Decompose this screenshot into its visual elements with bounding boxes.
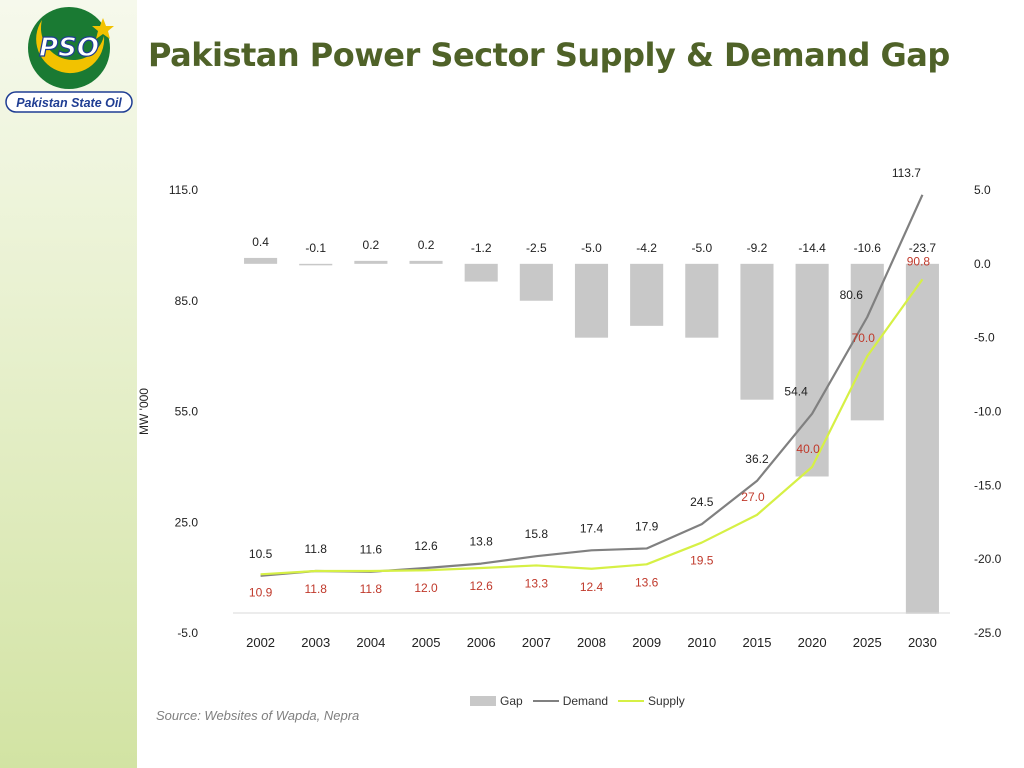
gap-bar-2030 — [905, 263, 939, 614]
supply-label-2004: 11.8 — [360, 582, 383, 596]
legend-swatch-supply — [618, 700, 645, 702]
gap-bars — [244, 257, 939, 614]
x-tick-2007: 2007 — [522, 635, 551, 650]
supply-demand-chart: 0.4 -0.1 0.2 0.2 -1.2 -2.5 -5.0 -4.2 -5.0 -9.2 -14… — [138, 168, 1002, 650]
supply-label-2030: 90.8 — [907, 254, 931, 268]
x-tick-2030: 2030 — [908, 635, 937, 650]
demand-label-2003: 11.8 — [304, 542, 327, 556]
x-tick-2025: 2025 — [853, 635, 882, 650]
x-tick-2004: 2004 — [356, 635, 385, 650]
data-labels: 0.4 -0.1 0.2 0.2 -1.2 -2.5 -5.0 -4.2 -5.0 -9.2 -14… — [249, 168, 937, 599]
demand-label-2025: 80.6 — [840, 288, 864, 302]
supply-label-2002: 10.9 — [249, 585, 273, 599]
source-note: Source: Websites of Wapda, Nepra — [156, 708, 360, 723]
gap-bar-2004 — [354, 260, 388, 264]
gap-bar-2005 — [409, 260, 443, 264]
gap-bar-2010 — [685, 263, 719, 338]
sidebar-decoration — [0, 0, 137, 768]
supply-label-2005: 12.0 — [414, 581, 438, 595]
gap-label-2003: -0.1 — [305, 241, 326, 255]
legend-label-demand: Demand — [562, 694, 609, 708]
y-tick-115.0: 115.0 — [169, 183, 198, 197]
y2-tick-5.0: 5.0 — [974, 183, 991, 197]
gap-label-2025: -10.6 — [854, 241, 882, 255]
legend-label-supply: Supply — [648, 694, 685, 708]
gap-label-2010: -5.0 — [691, 241, 712, 255]
y2-tick--10.0: -10.0 — [974, 405, 1002, 419]
logo-caption: Pakistan State Oil — [16, 96, 122, 110]
x-tick-2003: 2003 — [301, 635, 330, 650]
gap-label-2009: -4.2 — [636, 241, 657, 255]
gap-label-2007: -2.5 — [526, 241, 547, 255]
gap-label-2030: -23.7 — [909, 241, 937, 255]
gap-label-2006: -1.2 — [471, 241, 492, 255]
demand-label-2015: 36.2 — [745, 452, 769, 466]
x-tick-2005: 2005 — [412, 635, 441, 650]
gap-bar-2009 — [630, 263, 664, 326]
gap-label-2004: 0.2 — [363, 238, 380, 252]
x-tick-2009: 2009 — [632, 635, 661, 650]
gap-bar-2002 — [244, 257, 278, 264]
x-tick-2015: 2015 — [743, 635, 772, 650]
supply-label-2015: 27.0 — [741, 490, 765, 504]
legend-item-supply: Supply — [618, 694, 685, 708]
supply-label-2003: 11.8 — [304, 582, 327, 596]
page-title: Pakistan Power Sector Supply & Demand Ga… — [148, 36, 950, 74]
gap-bar-2008 — [574, 263, 609, 338]
y2-tick-0.0: 0.0 — [974, 257, 991, 271]
x-tick-2002: 2002 — [246, 635, 275, 650]
y2-tick--15.0: -15.0 — [974, 478, 1002, 492]
legend-swatch-gap — [470, 696, 496, 706]
demand-label-2004: 11.6 — [360, 543, 383, 557]
demand-label-2006: 13.8 — [470, 535, 494, 549]
y-tick--5.0: -5.0 — [177, 626, 198, 640]
gap-label-2002: 0.4 — [252, 235, 269, 249]
legend-swatch-demand — [532, 700, 559, 702]
y-axis-label: MW '000 — [138, 388, 151, 435]
supply-label-2020: 40.0 — [796, 442, 820, 456]
demand-label-2009: 17.9 — [635, 519, 659, 533]
legend-label-gap: Gap — [500, 694, 523, 708]
logo-text: PSO — [39, 33, 99, 63]
gap-bar-2003 — [299, 263, 333, 266]
y-tick-55.0: 55.0 — [175, 405, 199, 419]
supply-label-2025: 70.0 — [852, 331, 876, 345]
y2-tick--20.0: -20.0 — [974, 552, 1002, 566]
gap-label-2020: -14.4 — [798, 241, 826, 255]
demand-label-2002: 10.5 — [249, 547, 273, 561]
supply-label-2010: 19.5 — [690, 554, 714, 568]
demand-label-2005: 12.6 — [414, 539, 438, 553]
supply-label-2007: 13.3 — [525, 576, 549, 590]
y-tick-25.0: 25.0 — [175, 515, 199, 529]
gap-bar-2015 — [740, 263, 774, 400]
y2-tick--5.0: -5.0 — [974, 331, 995, 345]
demand-label-2030: 113.7 — [892, 168, 921, 180]
gap-label-2005: 0.2 — [418, 238, 435, 252]
supply-line — [260, 278, 924, 576]
supply-label-2008: 12.4 — [580, 580, 604, 594]
gap-bar-2007 — [519, 263, 553, 301]
chart-legend: Gap Demand Supply — [470, 694, 685, 708]
legend-item-demand: Demand — [532, 694, 609, 708]
gap-bar-2020 — [795, 263, 829, 477]
gap-bar-2006 — [464, 263, 498, 282]
supply-label-2009: 13.6 — [635, 575, 659, 589]
x-tick-2008: 2008 — [577, 635, 606, 650]
x-tick-2006: 2006 — [467, 635, 496, 650]
axes: 2002 2003 2004 2005 2006 2007 2008 2009 2010 2015… — [138, 183, 1002, 650]
demand-label-2008: 17.4 — [580, 521, 604, 535]
pso-logo: PSO Pakistan State Oil — [5, 7, 133, 113]
legend-item-gap: Gap — [470, 694, 523, 708]
supply-label-2006: 12.6 — [470, 579, 494, 593]
demand-label-2007: 15.8 — [525, 527, 549, 541]
x-tick-2020: 2020 — [798, 635, 827, 650]
gap-label-2015: -9.2 — [747, 241, 768, 255]
y2-tick--25.0: -25.0 — [974, 626, 1002, 640]
demand-label-2010: 24.5 — [690, 495, 714, 509]
gap-label-2008: -5.0 — [581, 241, 602, 255]
demand-label-2020: 54.4 — [784, 385, 808, 399]
y-tick-85.0: 85.0 — [175, 294, 199, 308]
x-tick-2010: 2010 — [687, 635, 716, 650]
series-lines — [260, 194, 924, 577]
